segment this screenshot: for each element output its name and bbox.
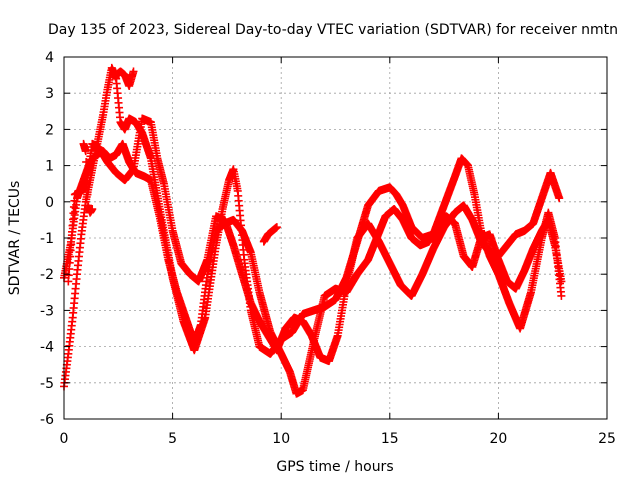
y-tick-label: 0 [45,195,54,211]
data-point [68,221,77,230]
series-track-f [259,223,281,246]
data-point [83,179,92,188]
y-tick-label: 4 [45,50,54,66]
data-point [129,67,138,76]
data-point [65,265,74,274]
y-tick-label: 1 [45,159,54,175]
y-tick-label: -4 [40,340,54,356]
data-point [69,209,78,218]
y-tick-label: 3 [45,86,54,102]
data-point [65,258,74,267]
axis-ticks: 0 5 10 15 20 25 -6 -5 -4 -3 -2 -1 0 1 2 3 4 [40,50,616,447]
data-point [88,205,97,214]
chart-title: Day 135 of 2023, Sidereal Day-to-day VTE… [48,22,618,38]
data-point [83,190,92,199]
data-point [557,291,566,300]
data-point [68,215,77,224]
data-series [59,63,566,398]
y-tick-label: -6 [40,412,54,428]
data-point [66,252,75,261]
grid [64,57,607,419]
x-tick-label: 0 [60,431,69,447]
x-axis-label: GPS time / hours [276,459,393,475]
series-track-c [64,114,564,366]
data-point [69,202,78,211]
data-point [272,223,281,232]
x-tick-label: 5 [168,431,177,447]
data-point [66,246,75,255]
data-point [81,147,90,156]
y-tick-label: -1 [40,231,54,247]
y-tick-label: -3 [40,303,54,319]
data-point [68,227,77,236]
data-point [82,168,91,177]
x-tick-label: 10 [272,431,290,447]
data-point [82,157,91,166]
data-point [555,194,564,203]
data-point [64,277,73,286]
x-tick-label: 20 [489,431,507,447]
x-tick-label: 25 [598,431,616,447]
y-tick-label: -2 [40,267,54,283]
data-point [70,196,79,205]
y-tick-label: -5 [40,376,54,392]
series-track-b [59,139,566,398]
series-track-e [79,139,97,217]
x-tick-label: 15 [381,431,399,447]
y-tick-label: 2 [45,122,54,138]
series-track-d [112,67,138,90]
data-point [557,277,566,286]
data-point [67,240,76,249]
y-axis-label: SDTVAR / TECUs [7,181,23,296]
data-point [64,271,73,280]
